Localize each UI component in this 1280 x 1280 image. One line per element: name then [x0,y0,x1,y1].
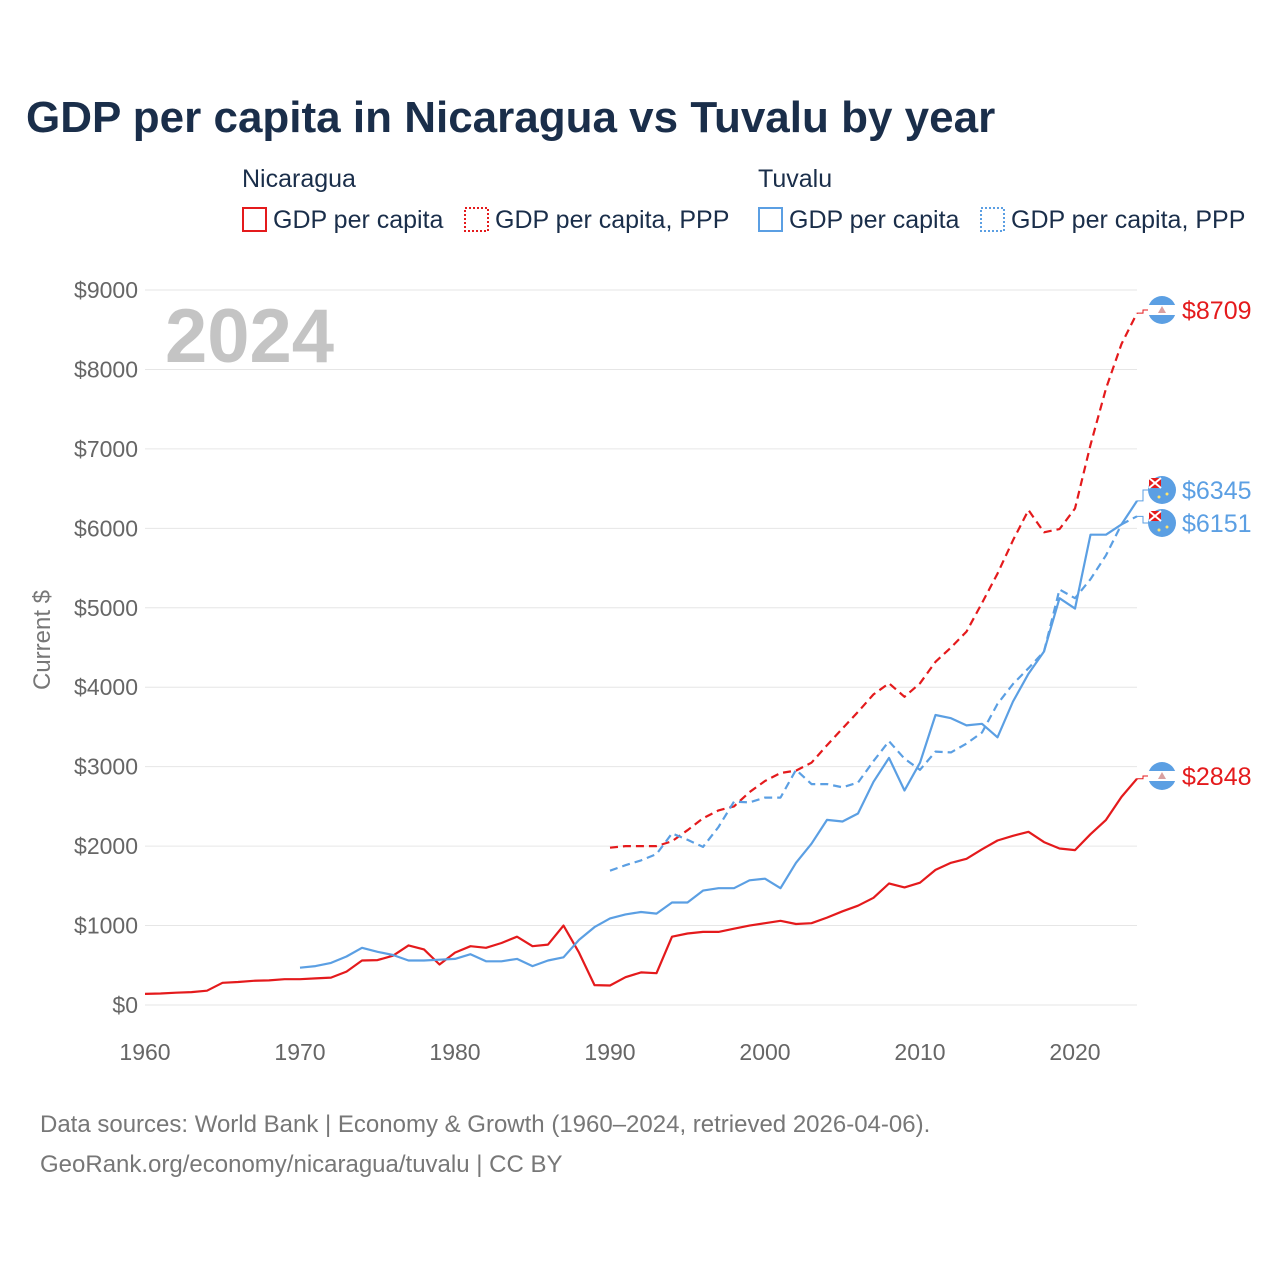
x-tick-label: 2010 [894,1039,945,1065]
y-tick-label: $9000 [74,277,138,303]
source-url: GeoRank.org/economy/nicaragua/tuvalu | C… [40,1151,563,1178]
end-value-label: $6345 [1182,477,1252,505]
legend: Nicaragua GDP per capita GDP per capita,… [242,165,1245,234]
x-tick-label: 1990 [584,1039,635,1065]
legend-swatch-nicaragua-ppp[interactable] [464,207,489,232]
y-axis-ticks: $0 $1000 $2000 $3000 $4000 $5000 $6000 $7000 $80… [74,277,138,1018]
end-value-label: $2848 [1182,763,1252,791]
series-line-nicaragua-solid[interactable] [144,777,1138,995]
legend-group-nicaragua: Nicaragua [242,165,356,193]
y-tick-label: $5000 [74,595,138,621]
gridlines [145,289,1137,1006]
end-value-label: $8709 [1182,297,1252,325]
leader-line [1137,309,1148,314]
leader-line [1137,489,1148,502]
y-tick-label: $1000 [74,913,138,939]
x-tick-label: 1960 [119,1039,170,1065]
legend-group-tuvalu: Tuvalu [758,165,832,193]
year-badge: 2024 [165,294,334,379]
y-tick-label: $2000 [74,833,138,859]
nicaragua-flag-icon [1148,762,1176,790]
x-axis-ticks: 1960 1970 1980 1990 2000 2010 2020 [119,1039,1100,1065]
legend-label-tuvalu-gdp[interactable]: GDP per capita [789,206,960,234]
nicaragua-flag-icon [1148,296,1176,324]
x-tick-label: 2020 [1049,1039,1100,1065]
legend-swatch-nicaragua-gdp[interactable] [242,207,267,232]
chart-title: GDP per capita in Nicaragua vs Tuvalu by… [26,93,995,142]
x-tick-label: 1980 [429,1039,480,1065]
tuvalu-flag-icon [1148,509,1176,537]
y-tick-label: $3000 [74,754,138,780]
y-axis-title: Current $ [29,590,56,690]
y-tick-label: $4000 [74,674,138,700]
y-tick-label: $6000 [74,515,138,541]
series-line-tuvalu-dashed[interactable] [609,515,1138,872]
legend-label-tuvalu-ppp[interactable]: GDP per capita, PPP [1011,206,1245,234]
legend-label-nicaragua-gdp[interactable]: GDP per capita [273,206,444,234]
legend-swatch-tuvalu-ppp[interactable] [980,207,1005,232]
end-value-label: $6151 [1182,510,1252,538]
leader-line [1137,775,1148,780]
series-line-tuvalu-solid[interactable] [299,500,1138,969]
y-tick-label: $8000 [74,356,138,382]
source-note: Data sources: World Bank | Economy & Gro… [40,1111,930,1138]
x-tick-label: 2000 [739,1039,790,1065]
legend-label-nicaragua-ppp[interactable]: GDP per capita, PPP [495,206,729,234]
y-tick-label: $0 [112,992,138,1018]
tuvalu-flag-icon [1148,476,1176,504]
series-line-nicaragua-dashed[interactable] [609,312,1138,849]
legend-swatch-tuvalu-gdp[interactable] [758,207,783,232]
series-layer [144,312,1138,995]
x-tick-label: 1970 [274,1039,325,1065]
y-tick-label: $7000 [74,436,138,462]
leader-line [1137,515,1148,524]
end-markers: $8709 $6345 $6151 $2848 [1137,296,1252,791]
